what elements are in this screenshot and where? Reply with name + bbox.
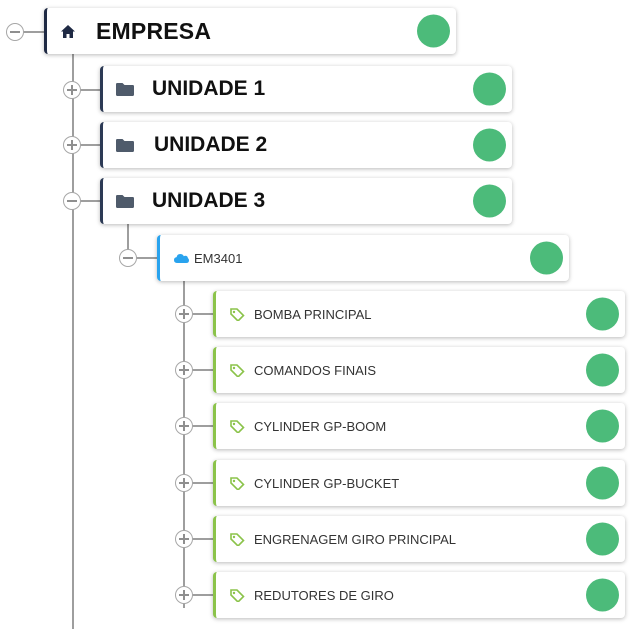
node-label: ENGRENAGEM GIRO PRINCIPAL xyxy=(254,531,457,547)
tree-connector-root xyxy=(72,40,74,629)
status-indicator xyxy=(586,409,619,443)
collapse-toggle-unidade-3[interactable] xyxy=(63,192,81,210)
node-label: EMPRESA xyxy=(96,17,212,44)
status-indicator xyxy=(586,297,619,331)
node-label: CYLINDER GP-BOOM xyxy=(254,418,387,434)
node-label: COMANDOS FINAIS xyxy=(254,362,377,378)
node-label: UNIDADE 1 xyxy=(152,77,266,100)
cloud-icon xyxy=(172,253,190,263)
tree-node-unidade-2[interactable]: UNIDADE 2 xyxy=(100,122,512,168)
tag-icon xyxy=(228,363,246,377)
tree-node-empresa[interactable]: EMPRESA xyxy=(44,8,456,54)
collapse-toggle-empresa[interactable] xyxy=(6,23,24,41)
status-indicator xyxy=(473,72,506,106)
node-label: REDUTORES DE GIRO xyxy=(254,587,394,603)
tag-icon xyxy=(228,532,246,546)
tree-branch xyxy=(191,538,213,540)
folder-icon xyxy=(115,82,135,96)
tree-connector-equipment xyxy=(183,268,185,608)
tree-branch xyxy=(136,257,157,259)
node-label: UNIDADE 2 xyxy=(154,133,268,156)
home-icon xyxy=(59,24,77,38)
status-indicator xyxy=(417,14,450,48)
collapse-toggle-em3401[interactable] xyxy=(119,249,137,267)
tree-branch xyxy=(22,31,44,33)
status-indicator xyxy=(586,578,619,612)
tree-node-unidade-1[interactable]: UNIDADE 1 xyxy=(100,66,512,112)
node-label: CYLINDER GP-BUCKET xyxy=(254,475,400,491)
tag-icon xyxy=(228,588,246,602)
expand-toggle-component[interactable] xyxy=(175,474,193,492)
tag-icon xyxy=(228,307,246,321)
tree-branch xyxy=(80,89,100,91)
tree-node-component[interactable]: CYLINDER GP-BOOM xyxy=(213,403,625,449)
expand-toggle-component[interactable] xyxy=(175,305,193,323)
expand-toggle-unidade-1[interactable] xyxy=(63,81,81,99)
tree-branch xyxy=(191,425,213,427)
tree-node-component[interactable]: BOMBA PRINCIPAL xyxy=(213,291,625,337)
tree-branch xyxy=(191,594,213,596)
expand-toggle-component[interactable] xyxy=(175,417,193,435)
node-label: UNIDADE 3 xyxy=(152,189,266,212)
tree-node-component[interactable]: REDUTORES DE GIRO xyxy=(213,572,625,618)
status-indicator xyxy=(586,522,619,556)
status-indicator xyxy=(586,466,619,500)
tag-icon xyxy=(228,476,246,490)
tree-branch xyxy=(191,313,213,315)
folder-icon xyxy=(115,194,135,208)
status-indicator xyxy=(530,241,563,275)
tree-branch xyxy=(191,369,213,371)
tree-node-component[interactable]: CYLINDER GP-BUCKET xyxy=(213,460,625,506)
expand-toggle-unidade-2[interactable] xyxy=(63,136,81,154)
status-indicator xyxy=(473,128,506,162)
tree-branch xyxy=(80,200,100,202)
expand-toggle-component[interactable] xyxy=(175,586,193,604)
node-label: BOMBA PRINCIPAL xyxy=(254,306,372,322)
status-indicator xyxy=(473,184,506,218)
expand-toggle-component[interactable] xyxy=(175,530,193,548)
status-indicator xyxy=(586,353,619,387)
tree-node-component[interactable]: COMANDOS FINAIS xyxy=(213,347,625,393)
tree-node-em3401[interactable]: EM3401 xyxy=(157,235,569,281)
tree-connector-unit-3 xyxy=(127,213,129,258)
tree-branch xyxy=(80,144,100,146)
expand-toggle-component[interactable] xyxy=(175,361,193,379)
node-label: EM3401 xyxy=(194,250,243,266)
folder-icon xyxy=(115,138,135,152)
tree-node-unidade-3[interactable]: UNIDADE 3 xyxy=(100,178,512,224)
tree-node-component[interactable]: ENGRENAGEM GIRO PRINCIPAL xyxy=(213,516,625,562)
tag-icon xyxy=(228,419,246,433)
tree-branch xyxy=(191,482,213,484)
